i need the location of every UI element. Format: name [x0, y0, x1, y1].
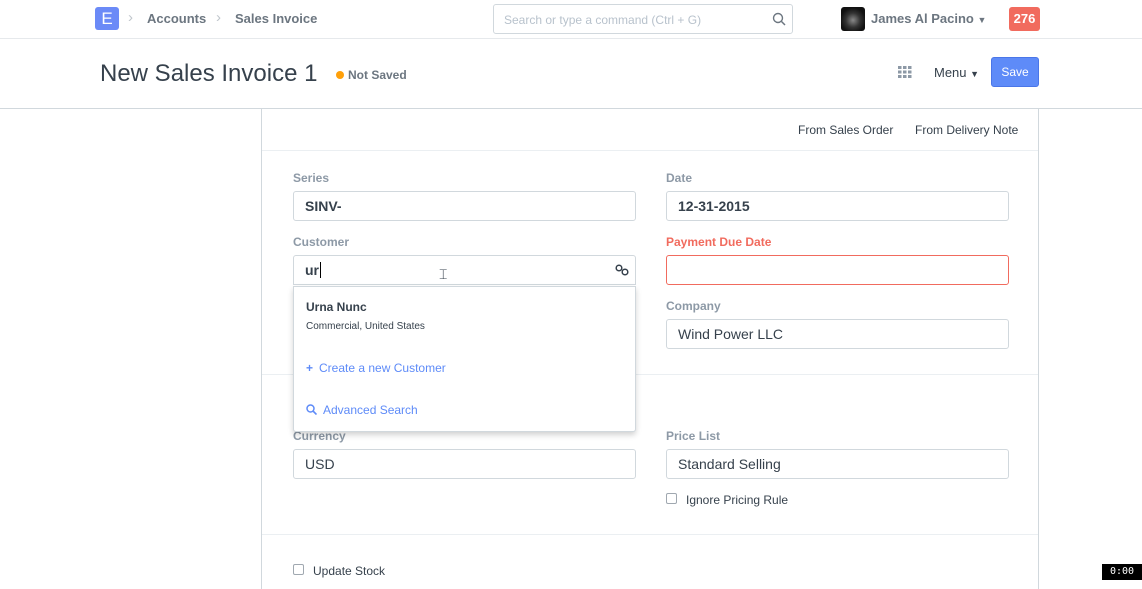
ignore-pricing-rule-label: Ignore Pricing Rule [686, 493, 789, 507]
plus-icon: + [306, 361, 314, 375]
status-text: Not Saved [348, 68, 407, 82]
breadcrumb-sales-invoice[interactable]: Sales Invoice [235, 11, 318, 26]
series-field[interactable]: SINV- [293, 191, 636, 221]
create-label: Create a new Customer [319, 361, 446, 375]
price-list-label: Price List [666, 429, 721, 443]
recording-timer: 0:00 [1102, 564, 1142, 580]
text-cursor [320, 262, 321, 278]
ignore-pricing-rule-checkbox[interactable] [666, 493, 677, 504]
advanced-label: Advanced Search [323, 403, 418, 417]
search-icon [772, 12, 786, 26]
menu-button[interactable]: Menu ▼ [934, 65, 979, 80]
company-field[interactable]: Wind Power LLC [666, 319, 1009, 349]
search-placeholder: Search or type a command (Ctrl + G) [504, 13, 702, 27]
advanced-search-link[interactable]: Advanced Search [306, 403, 418, 417]
currency-field[interactable]: USD [293, 449, 636, 479]
from-sales-order-link[interactable]: From Sales Order [798, 123, 894, 137]
apps-grid-icon[interactable] [898, 66, 912, 78]
chevron-right-icon: › [128, 9, 133, 26]
customer-value: ur [305, 262, 319, 278]
date-field[interactable]: 12-31-2015 [666, 191, 1009, 221]
update-stock-checkbox[interactable] [293, 564, 304, 575]
user-name: James Al Pacino [871, 11, 974, 26]
chevron-right-icon: › [216, 9, 221, 26]
section-divider [262, 374, 1038, 375]
notifications-badge[interactable]: 276 [1009, 7, 1040, 31]
link-icon[interactable] [615, 264, 629, 276]
from-delivery-note-link[interactable]: From Delivery Note [915, 123, 1019, 137]
currency-label: Currency [293, 429, 346, 443]
breadcrumb-accounts[interactable]: Accounts [147, 11, 207, 26]
status-indicator: Not Saved [336, 68, 407, 82]
payment-due-date-label: Payment Due Date [666, 235, 772, 249]
app-logo[interactable]: E [95, 7, 119, 30]
series-label: Series [293, 171, 330, 185]
search-icon [306, 404, 318, 416]
customer-label: Customer [293, 235, 350, 249]
menu-label: Menu [934, 65, 967, 80]
save-button[interactable]: Save [991, 57, 1039, 87]
page-title: New Sales Invoice 1 [100, 60, 318, 87]
page-header: New Sales Invoice 1 Not Saved Menu ▼ Sav… [0, 40, 1142, 109]
company-label: Company [666, 299, 721, 313]
caret-down-icon: ▼ [977, 15, 987, 25]
status-dot-icon [336, 71, 344, 79]
customer-autocomplete-dropdown: Urna Nunc Commercial, United States + Cre… [293, 286, 636, 432]
form-toolbar: From Sales Order From Delivery Note [262, 109, 1038, 151]
create-new-customer-link[interactable]: + Create a new Customer [306, 361, 446, 375]
section-divider [262, 534, 1038, 535]
price-list-field[interactable]: Standard Selling [666, 449, 1009, 479]
text-cursor-icon: ⌶ [439, 266, 448, 282]
navbar: E › Accounts › Sales Invoice Search or t… [0, 0, 1142, 39]
user-menu[interactable]: James Al Pacino ▼ [871, 11, 986, 26]
update-stock-label: Update Stock [313, 564, 386, 578]
suggestion-description: Commercial, United States [306, 321, 425, 332]
payment-due-date-field[interactable] [666, 255, 1009, 285]
form-card: From Sales Order From Delivery Note Seri… [261, 109, 1039, 589]
caret-down-icon: ▼ [970, 69, 980, 79]
customer-field[interactable]: ur [293, 255, 636, 285]
date-label: Date [666, 171, 693, 185]
search-input[interactable]: Search or type a command (Ctrl + G) [493, 4, 793, 34]
avatar[interactable] [841, 7, 865, 31]
suggestion-name[interactable]: Urna Nunc [306, 300, 367, 314]
